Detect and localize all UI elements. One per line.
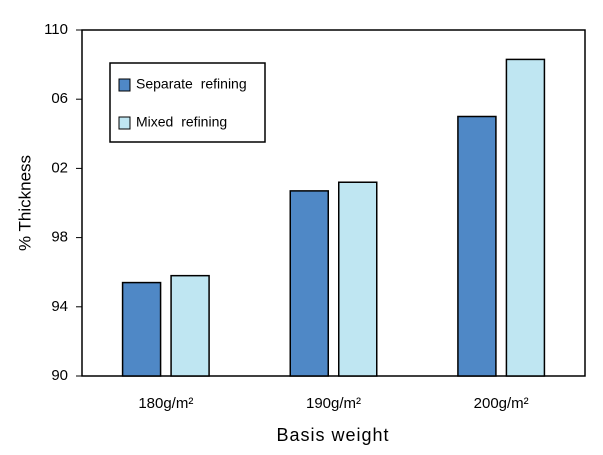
y-tick-label: 02: [51, 159, 68, 176]
legend-box: [109, 62, 266, 143]
y-tick-label: 90: [51, 367, 68, 384]
legend-swatch: [118, 78, 131, 92]
y-tick-label: 110: [44, 21, 68, 38]
legend-label: Separate refining: [136, 76, 247, 92]
y-tick-label: 06: [51, 90, 68, 107]
y-tick-label: 98: [51, 229, 68, 246]
x-tick-label: 190g/m²: [306, 395, 361, 412]
bar: [121, 281, 162, 377]
legend-label: Mixed refining: [136, 114, 227, 130]
y-axis-label: % Thickness: [15, 155, 34, 251]
x-tick-label: 200g/m²: [474, 395, 529, 412]
bar: [289, 190, 329, 377]
bar: [338, 181, 378, 377]
plot-area: [81, 29, 586, 377]
x-tick-label: 180g/m²: [138, 395, 193, 412]
x-axis-label: Basis weight: [276, 425, 389, 445]
bar: [457, 115, 497, 377]
legend-swatch: [118, 116, 131, 130]
y-tick-label: 94: [51, 298, 68, 315]
bar: [170, 274, 210, 377]
bar: [505, 58, 546, 377]
